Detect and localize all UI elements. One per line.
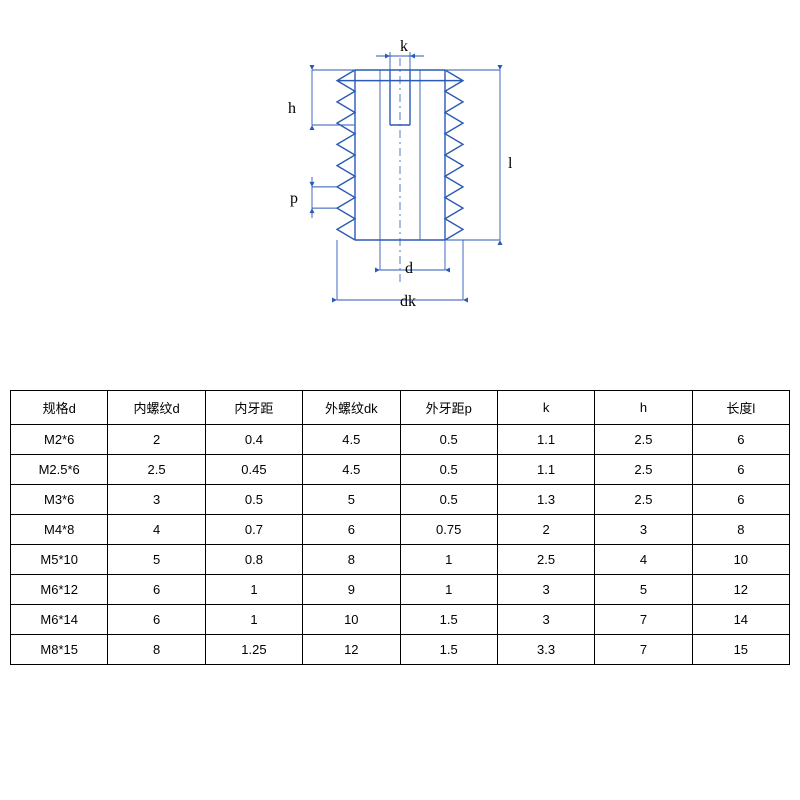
table-cell: 2.5 [595, 485, 692, 515]
page: { "diagram": { "stroke": "#2b5ab5", "lab… [0, 0, 800, 800]
table-cell: 0.5 [205, 485, 302, 515]
table-cell: 3 [595, 515, 692, 545]
table-row: M2.5*62.50.454.50.51.12.56 [11, 455, 790, 485]
label-k: k [400, 38, 408, 56]
table-cell: 1.5 [400, 635, 497, 665]
table-col-header: 规格d [11, 391, 108, 425]
table-cell: 0.5 [400, 485, 497, 515]
table-col-header: 内牙距 [205, 391, 302, 425]
table-cell: M5*10 [11, 545, 108, 575]
label-p: p [290, 190, 298, 208]
table-col-header: 长度l [692, 391, 789, 425]
table-cell: 6 [692, 425, 789, 455]
table-cell: 1 [400, 545, 497, 575]
table-cell: 1.3 [497, 485, 594, 515]
table-col-header: h [595, 391, 692, 425]
table-cell: 0.5 [400, 425, 497, 455]
table-row: M6*1261913512 [11, 575, 790, 605]
table-cell: 1.25 [205, 635, 302, 665]
table-col-header: 外牙距p [400, 391, 497, 425]
table-cell: 7 [595, 635, 692, 665]
table-cell: 6 [108, 575, 205, 605]
thread-insert-diagram: k h p l d dk [250, 40, 550, 320]
table-cell: 10 [692, 545, 789, 575]
label-d: d [405, 260, 413, 278]
table-cell: 4 [595, 545, 692, 575]
spec-table-wrap: 规格d内螺纹d内牙距外螺纹dk外牙距pkh长度l M2*620.44.50.51… [10, 390, 790, 665]
table-cell: 4.5 [303, 455, 400, 485]
table-cell: M3*6 [11, 485, 108, 515]
table-cell: 0.75 [400, 515, 497, 545]
table-cell: 0.45 [205, 455, 302, 485]
table-cell: 1 [205, 605, 302, 635]
table-row: M6*1461101.53714 [11, 605, 790, 635]
table-cell: M2.5*6 [11, 455, 108, 485]
table-body: M2*620.44.50.51.12.56M2.5*62.50.454.50.5… [11, 425, 790, 665]
table-col-header: 内螺纹d [108, 391, 205, 425]
table-cell: 12 [692, 575, 789, 605]
table-cell: 2.5 [595, 425, 692, 455]
table-cell: 0.8 [205, 545, 302, 575]
table-col-header: k [497, 391, 594, 425]
table-cell: 1.1 [497, 425, 594, 455]
table-cell: M6*14 [11, 605, 108, 635]
table-row: M2*620.44.50.51.12.56 [11, 425, 790, 455]
table-cell: 6 [692, 455, 789, 485]
diagram-svg [250, 40, 550, 320]
table-cell: 15 [692, 635, 789, 665]
table-cell: 0.7 [205, 515, 302, 545]
table-row: M4*840.760.75238 [11, 515, 790, 545]
table-cell: 3 [497, 605, 594, 635]
spec-table: 规格d内螺纹d内牙距外螺纹dk外牙距pkh长度l M2*620.44.50.51… [10, 390, 790, 665]
table-cell: 1.1 [497, 455, 594, 485]
table-cell: 0.4 [205, 425, 302, 455]
table-cell: 3.3 [497, 635, 594, 665]
table-cell: 2 [108, 425, 205, 455]
table-cell: 1 [400, 575, 497, 605]
table-cell: 8 [108, 635, 205, 665]
table-cell: 4.5 [303, 425, 400, 455]
table-cell: 2.5 [595, 455, 692, 485]
table-cell: 1 [205, 575, 302, 605]
label-l: l [508, 155, 512, 173]
table-cell: 10 [303, 605, 400, 635]
table-cell: 5 [595, 575, 692, 605]
table-cell: 0.5 [400, 455, 497, 485]
table-cell: 8 [303, 545, 400, 575]
table-cell: M4*8 [11, 515, 108, 545]
table-cell: M2*6 [11, 425, 108, 455]
table-cell: 8 [692, 515, 789, 545]
table-cell: 6 [303, 515, 400, 545]
table-cell: 2.5 [108, 455, 205, 485]
table-col-header: 外螺纹dk [303, 391, 400, 425]
table-cell: 5 [303, 485, 400, 515]
table-cell: 14 [692, 605, 789, 635]
table-row: M3*630.550.51.32.56 [11, 485, 790, 515]
table-cell: M8*15 [11, 635, 108, 665]
table-cell: 6 [692, 485, 789, 515]
table-row: M5*1050.8812.5410 [11, 545, 790, 575]
label-h: h [288, 100, 296, 118]
table-cell: 9 [303, 575, 400, 605]
table-cell: 6 [108, 605, 205, 635]
table-cell: 2 [497, 515, 594, 545]
table-cell: 3 [497, 575, 594, 605]
table-cell: 5 [108, 545, 205, 575]
table-cell: 12 [303, 635, 400, 665]
table-cell: 3 [108, 485, 205, 515]
table-row: M8*1581.25121.53.3715 [11, 635, 790, 665]
label-dk: dk [400, 293, 416, 311]
table-cell: 7 [595, 605, 692, 635]
table-cell: M6*12 [11, 575, 108, 605]
table-cell: 1.5 [400, 605, 497, 635]
table-cell: 4 [108, 515, 205, 545]
table-header-row: 规格d内螺纹d内牙距外螺纹dk外牙距pkh长度l [11, 391, 790, 425]
table-cell: 2.5 [497, 545, 594, 575]
